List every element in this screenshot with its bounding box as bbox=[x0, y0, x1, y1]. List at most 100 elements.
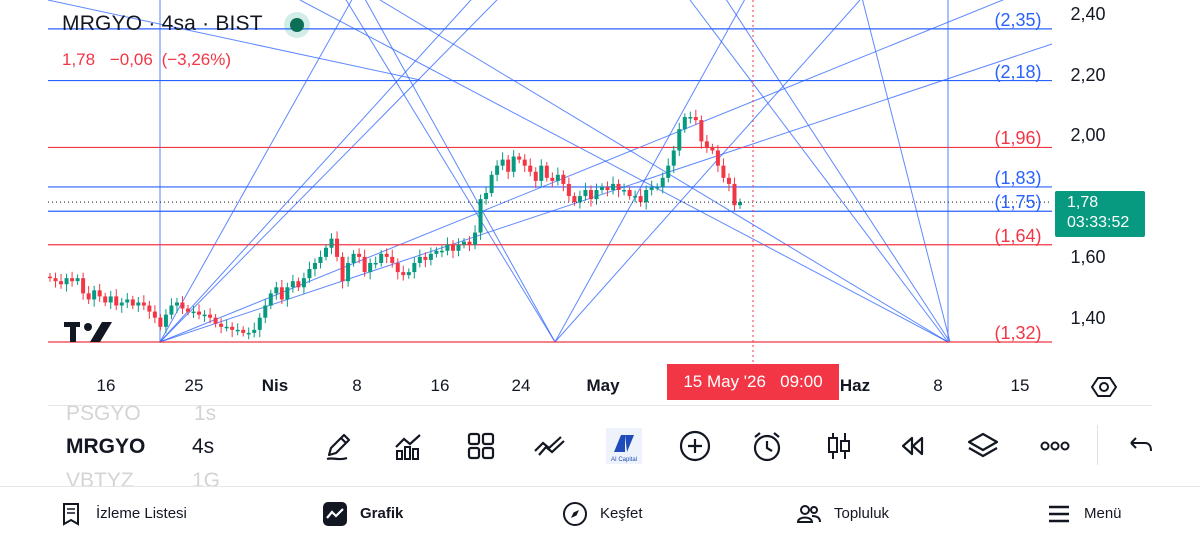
fan-line bbox=[159, 0, 498, 343]
candle-body bbox=[130, 299, 135, 306]
alert-button[interactable] bbox=[748, 427, 786, 465]
candle-body bbox=[335, 238, 340, 257]
candle-body bbox=[307, 269, 312, 279]
candle-body bbox=[478, 199, 483, 233]
candle-body bbox=[329, 238, 334, 248]
candle-body bbox=[721, 165, 726, 178]
fan-line bbox=[554, 0, 861, 343]
candle-body bbox=[473, 232, 478, 245]
price-tick: 1,40 bbox=[1070, 308, 1106, 328]
divider bbox=[48, 405, 1152, 406]
chart-icon bbox=[323, 501, 347, 526]
alarm-clock-icon bbox=[753, 432, 781, 462]
candle-body bbox=[495, 165, 500, 175]
interval-item[interactable]: 1G bbox=[192, 469, 221, 487]
candle-body bbox=[301, 278, 306, 288]
candle-body bbox=[688, 117, 693, 119]
nav-watchlist[interactable]: İzleme Listesi bbox=[58, 487, 187, 540]
price-change: −0,06 bbox=[109, 50, 153, 69]
candle-body bbox=[434, 250, 439, 254]
layouts-button[interactable] bbox=[462, 427, 500, 465]
candle-body bbox=[235, 329, 240, 332]
ai-capital-button[interactable]: AI Capital bbox=[605, 427, 643, 465]
time-label: 16 bbox=[96, 376, 116, 395]
compare-button[interactable] bbox=[531, 427, 569, 465]
candle-body bbox=[450, 244, 455, 251]
candle-body bbox=[340, 256, 345, 282]
undo-arrow-icon bbox=[1130, 437, 1152, 452]
time-label-month: May bbox=[586, 376, 620, 395]
chart-settings-button[interactable] bbox=[1090, 373, 1118, 401]
more-button[interactable] bbox=[1036, 427, 1074, 465]
candle-body bbox=[456, 244, 461, 251]
candle-body bbox=[208, 314, 213, 318]
candle-body bbox=[484, 193, 489, 200]
time-label: 8 bbox=[933, 376, 943, 395]
level-label: (2,35) bbox=[994, 9, 1042, 30]
candle-body bbox=[627, 190, 632, 197]
candle-body bbox=[561, 174, 566, 184]
candle-body bbox=[704, 141, 709, 148]
replay-button[interactable] bbox=[892, 427, 930, 465]
indicators-button[interactable] bbox=[390, 427, 428, 465]
time-label: 15 bbox=[1010, 376, 1030, 395]
price-chart[interactable] bbox=[0, 0, 1200, 405]
candle-body bbox=[660, 177, 665, 187]
candle-body bbox=[550, 177, 555, 181]
symbol-item-active[interactable]: MRGYO bbox=[66, 435, 146, 458]
watchlist-icon bbox=[63, 502, 79, 526]
gann-fan-drawing[interactable] bbox=[47, 0, 1053, 343]
candle-body bbox=[445, 244, 450, 251]
candle-body bbox=[522, 159, 527, 166]
add-button[interactable] bbox=[676, 427, 714, 465]
symbol-item[interactable]: VBTYZ bbox=[66, 469, 134, 487]
candle-body bbox=[158, 317, 163, 327]
level-label: (2,18) bbox=[994, 61, 1042, 82]
candle-body bbox=[75, 278, 80, 282]
nav-community[interactable]: Topluluk bbox=[796, 487, 889, 540]
candle-body bbox=[572, 196, 577, 203]
interval-item[interactable]: 1s bbox=[194, 402, 217, 420]
market-status-indicator[interactable] bbox=[284, 12, 310, 38]
candle-body bbox=[594, 190, 599, 200]
interval-item-active[interactable]: 4s bbox=[192, 435, 215, 458]
candle-body bbox=[600, 186, 604, 190]
horizontal-levels[interactable] bbox=[48, 28, 1052, 343]
undo-button[interactable] bbox=[1121, 427, 1159, 465]
hamburger-menu-icon bbox=[1049, 505, 1069, 522]
fan-line bbox=[345, 0, 556, 343]
drawing-tools-button[interactable] bbox=[319, 427, 357, 465]
fan-line bbox=[364, 0, 556, 343]
quote-line: 1,78 −0,06 (−3,26%) bbox=[62, 50, 241, 70]
candle-body bbox=[677, 129, 682, 151]
candle-body bbox=[533, 171, 538, 181]
layers-button[interactable] bbox=[964, 427, 1002, 465]
nav-explore[interactable]: Keşfet bbox=[562, 487, 643, 540]
candle-body bbox=[136, 302, 141, 306]
candle-body bbox=[318, 256, 323, 263]
nav-chart[interactable]: Grafik bbox=[322, 487, 403, 540]
time-label: 24 bbox=[511, 376, 531, 395]
candle-body bbox=[257, 317, 262, 330]
candle-body bbox=[186, 308, 190, 312]
nav-explore-label: Keşfet bbox=[600, 505, 643, 522]
candle-body bbox=[163, 314, 168, 327]
symbol-title[interactable]: MRGYO · 4sa · BIST bbox=[62, 12, 263, 35]
nav-menu[interactable]: Menü bbox=[1046, 487, 1122, 540]
chart-type-button[interactable] bbox=[820, 427, 858, 465]
hexagon-settings-icon bbox=[1090, 377, 1118, 397]
candle-body bbox=[423, 256, 428, 260]
indicators-icon bbox=[395, 434, 421, 460]
candle-body bbox=[638, 196, 643, 203]
tradingview-logo bbox=[64, 322, 112, 342]
candle-body bbox=[92, 290, 97, 300]
candle-body bbox=[108, 296, 113, 303]
fan-line bbox=[379, 0, 949, 343]
candle-body bbox=[671, 150, 676, 166]
candle-body bbox=[213, 317, 218, 324]
grid-icon bbox=[467, 432, 495, 460]
candle-body bbox=[362, 256, 367, 273]
symbol-item[interactable]: PSGYO bbox=[66, 402, 141, 420]
candle-body bbox=[583, 190, 588, 197]
candle-body bbox=[655, 186, 660, 189]
